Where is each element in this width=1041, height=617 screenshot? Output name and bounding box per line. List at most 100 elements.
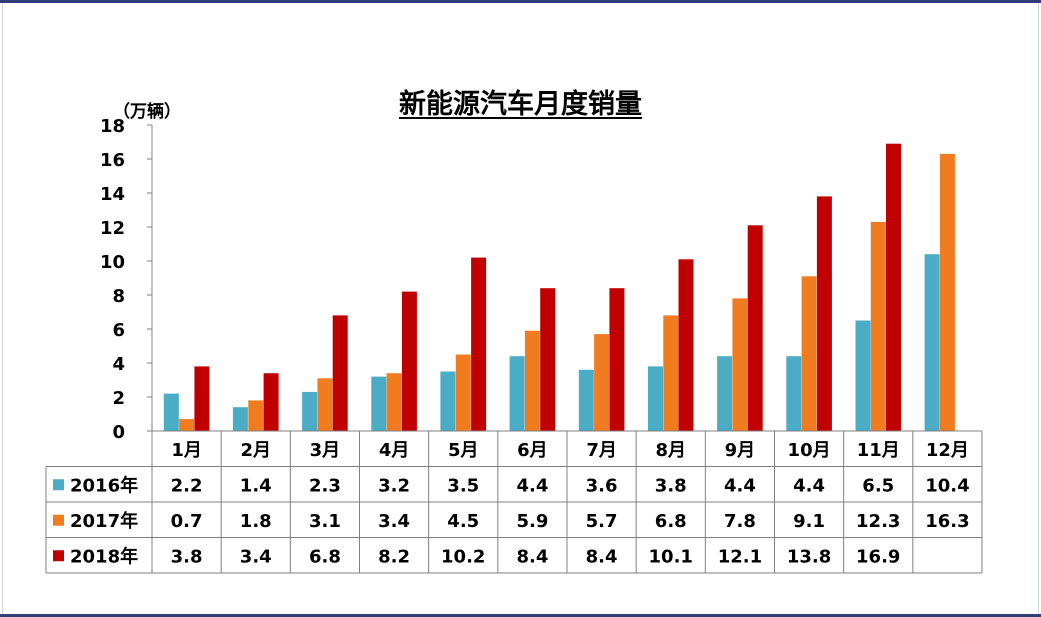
legend-label-2016年: 2016年 xyxy=(70,474,138,496)
y-tick-label: 2 xyxy=(112,388,125,409)
x-category-label: 8月 xyxy=(655,440,686,461)
chart-title: 新能源汽车月度销量 xyxy=(399,89,642,120)
bar-2016年-2月 xyxy=(232,407,248,431)
bar-2018年-11月 xyxy=(886,143,901,431)
legend-label-2017年: 2017年 xyxy=(70,510,138,532)
slide-frame xyxy=(2,3,1039,614)
table-value-2016年: 3.2 xyxy=(378,475,410,496)
x-category-label: 9月 xyxy=(725,440,756,461)
bar-2018年-3月 xyxy=(332,315,348,431)
y-tick-label: 14 xyxy=(100,184,125,205)
bar-2017年-2月 xyxy=(248,400,264,431)
bar-2018年-6月 xyxy=(540,288,556,431)
table-value-2017年: 9.1 xyxy=(793,511,825,532)
y-tick-label: 10 xyxy=(100,252,125,273)
bar-2016年-11月 xyxy=(855,320,871,431)
bar-2017年-5月 xyxy=(455,354,471,431)
table-value-2016年: 3.5 xyxy=(447,475,479,496)
bar-2017年-6月 xyxy=(524,330,540,431)
bar-2016年-7月 xyxy=(578,369,594,431)
legend-label-2018年: 2018年 xyxy=(70,545,138,567)
bar-2016年-1月 xyxy=(163,393,179,431)
table-value-2016年: 10.4 xyxy=(925,475,969,496)
table-value-2016年: 6.5 xyxy=(862,475,894,496)
y-tick-label: 12 xyxy=(100,218,125,239)
table-value-2016年: 3.6 xyxy=(586,475,618,496)
table-value-2018年: 10.1 xyxy=(649,546,693,567)
x-category-label: 3月 xyxy=(310,440,341,461)
y-tick-label: 4 xyxy=(112,354,125,375)
table-value-2018年: 12.1 xyxy=(718,546,762,567)
table-value-2016年: 2.3 xyxy=(309,475,341,496)
table-value-2017年: 5.9 xyxy=(516,511,548,532)
table-value-2016年: 3.8 xyxy=(655,475,687,496)
bar-2016年-10月 xyxy=(786,356,802,431)
x-category-label: 7月 xyxy=(586,440,617,461)
y-tick-label: 6 xyxy=(112,320,125,341)
bar-2017年-3月 xyxy=(317,378,333,431)
table-value-2017年: 4.5 xyxy=(447,511,479,532)
legend-key-2016年 xyxy=(53,479,64,491)
table-value-2018年: 8.4 xyxy=(586,546,618,567)
table-value-2018年: 3.8 xyxy=(171,546,203,567)
table-value-2016年: 4.4 xyxy=(724,475,756,496)
bar-2016年-6月 xyxy=(509,356,525,431)
table-value-2018年: 13.8 xyxy=(787,546,831,567)
y-tick-label: 18 xyxy=(100,116,125,137)
bar-2018年-9月 xyxy=(747,225,763,431)
table-value-2017年: 6.8 xyxy=(655,511,687,532)
bar-2018年-2月 xyxy=(263,373,279,431)
bar-2016年-3月 xyxy=(302,391,318,431)
slide-top-rule xyxy=(0,0,1041,3)
bar-2017年-8月 xyxy=(663,315,679,431)
table-value-2017年: 1.8 xyxy=(240,511,272,532)
table-value-2016年: 1.4 xyxy=(240,475,272,496)
chart-title-container: 新能源汽车月度销量 xyxy=(0,82,1041,121)
table-value-2017年: 5.7 xyxy=(586,511,618,532)
y-tick-label: 0 xyxy=(112,422,125,443)
table-value-2018年: 10.2 xyxy=(441,546,485,567)
bar-2017年-11月 xyxy=(870,221,886,431)
table-value-2018年: 6.8 xyxy=(309,546,341,567)
table-value-2016年: 2.2 xyxy=(171,475,203,496)
table-value-2018年: 3.4 xyxy=(240,546,272,567)
bar-2018年-1月 xyxy=(194,366,210,431)
y-tick-label: 8 xyxy=(112,286,125,307)
x-category-label: 4月 xyxy=(379,440,410,461)
bar-2016年-8月 xyxy=(648,366,663,431)
table-value-2017年: 3.4 xyxy=(378,511,410,532)
legend-key-2018年 xyxy=(53,550,64,562)
table-value-2018年: 8.2 xyxy=(378,546,410,567)
table-value-2017年: 12.3 xyxy=(856,511,900,532)
bar-2017年-4月 xyxy=(386,373,402,431)
bar-2017年-10月 xyxy=(801,276,817,431)
x-category-label: 5月 xyxy=(448,440,479,461)
table-value-2018年: 16.9 xyxy=(856,546,900,567)
bar-2018年-8月 xyxy=(678,259,694,431)
bar-2016年-5月 xyxy=(440,371,456,431)
table-value-2018年: 8.4 xyxy=(516,546,548,567)
bar-2018年-7月 xyxy=(609,288,625,431)
bar-2018年-4月 xyxy=(401,291,417,431)
bar-2017年-9月 xyxy=(732,298,748,431)
table-value-2017年: 16.3 xyxy=(925,511,969,532)
slide-bottom-rule xyxy=(0,614,1041,617)
bar-2016年-12月 xyxy=(924,254,940,431)
x-category-label: 2月 xyxy=(240,440,271,461)
bar-2017年-1月 xyxy=(179,419,195,431)
bar-2016年-9月 xyxy=(717,356,733,431)
table-value-2017年: 3.1 xyxy=(309,511,341,532)
table-value-2016年: 4.4 xyxy=(516,475,548,496)
x-category-label: 6月 xyxy=(517,440,548,461)
bar-2018年-10月 xyxy=(816,196,832,431)
x-category-label: 12月 xyxy=(926,440,969,461)
bar-2018年-5月 xyxy=(471,257,487,431)
x-category-label: 1月 xyxy=(171,440,202,461)
legend-key-2017年 xyxy=(53,514,64,526)
table-value-2017年: 7.8 xyxy=(724,511,756,532)
bar-2016年-4月 xyxy=(371,376,387,431)
table-value-2017年: 0.7 xyxy=(171,511,203,532)
y-tick-label: 16 xyxy=(100,150,125,171)
bar-2017年-12月 xyxy=(939,153,955,431)
